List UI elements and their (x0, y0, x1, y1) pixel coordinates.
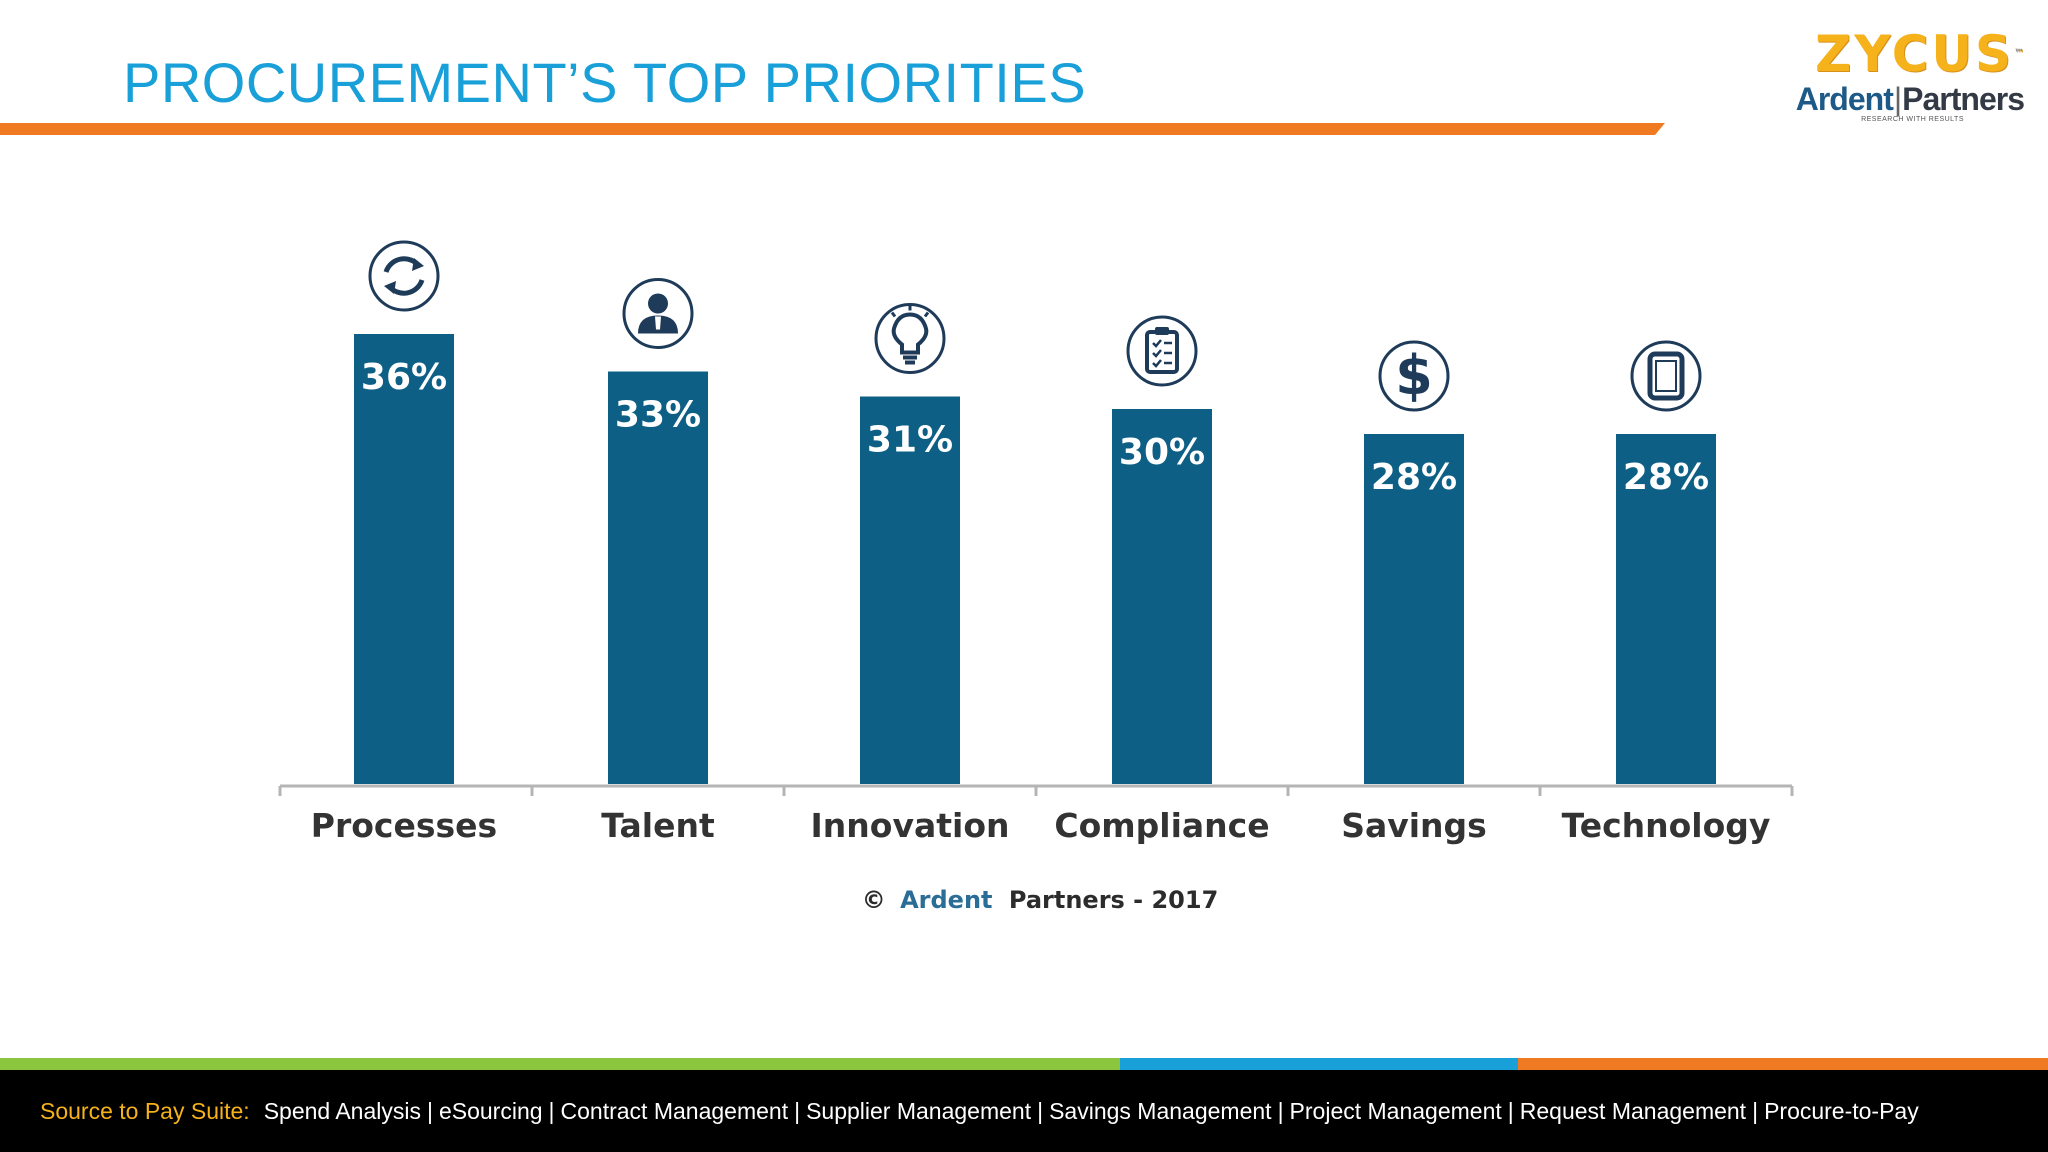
page-title: PROCUREMENT’S TOP PRIORITIES (123, 51, 1087, 114)
suite-label: Source to Pay Suite: (40, 1097, 250, 1124)
lightbulb-icon (874, 303, 946, 374)
category-label: Talent (601, 806, 715, 845)
bar-value-label: 30% (1119, 432, 1205, 473)
bar-value-label: 28% (1623, 457, 1709, 498)
bar-value-label: 31% (867, 420, 953, 461)
trademark-mark: ™ (2014, 48, 2024, 59)
clipboard-icon (1126, 315, 1198, 387)
title-underline (0, 123, 1665, 135)
bar-innovation (860, 396, 960, 784)
suite-separator: | (1752, 1097, 1759, 1124)
category-label: Compliance (1054, 806, 1269, 845)
suite-separator: | (794, 1097, 801, 1124)
suite-item: Spend Analysis (263, 1097, 421, 1124)
bar-value-label: 28% (1371, 457, 1457, 498)
bar-value-label: 36% (361, 357, 447, 398)
category-label: Innovation (811, 806, 1010, 845)
stripe-green (0, 1058, 1120, 1070)
chart-source-note: © Ardent Partners - 2017 (862, 886, 1219, 914)
person-icon (622, 278, 694, 349)
suite-separator: | (426, 1097, 433, 1124)
source-brand: Ardent (900, 886, 992, 914)
category-label: Technology (1562, 806, 1771, 845)
tablet-icon (1630, 340, 1702, 412)
suite-separator: | (548, 1097, 555, 1124)
category-label: Processes (311, 806, 497, 845)
icon-ring (874, 303, 946, 374)
logo-block: ZYCUS™ Ardent|Partners RESEARCH WITH RES… (1784, 28, 2025, 123)
zycus-logo: ZYCUS™ (1784, 28, 2024, 80)
bar-technology (1616, 434, 1716, 784)
bar-savings (1364, 434, 1464, 784)
suite-separator: | (1507, 1097, 1514, 1124)
icon-ring (1378, 340, 1450, 412)
bar-processes (354, 334, 454, 784)
suite-separator: | (1277, 1097, 1284, 1124)
suite-item: Request Management (1519, 1097, 1747, 1124)
copyright-symbol: © (862, 886, 886, 914)
footer-bar: Source to Pay Suite: Spend Analysis | eSou… (0, 1070, 2048, 1152)
footer-color-stripe (0, 1058, 2048, 1070)
ardent-logo-text: Ardent (1795, 81, 1894, 117)
suite-item: Contract Management (560, 1097, 789, 1124)
logo-tagline: RESEARCH WITH RESULTS (1861, 116, 1964, 123)
partners-logo-text: Partners (1902, 81, 2025, 117)
suite-item: Procure-to-Pay (1764, 1097, 1919, 1124)
dollar-icon: $ (1378, 340, 1450, 412)
suite-item: eSourcing (438, 1097, 543, 1124)
stripe-orange (1518, 1058, 2048, 1070)
category-label: Savings (1341, 806, 1487, 845)
bar-value-label: 33% (615, 395, 701, 436)
zycus-logo-text: ZYCUS (1815, 25, 2014, 83)
svg-text:$: $ (1395, 344, 1433, 407)
bar-talent (608, 371, 708, 784)
stripe-blue (1120, 1058, 1518, 1070)
suite-item: Savings Management (1049, 1097, 1272, 1124)
suite-separator: | (1037, 1097, 1044, 1124)
source-rest: Partners - 2017 (1009, 886, 1218, 914)
suite-item: Supplier Management (806, 1097, 1032, 1124)
bar-compliance (1112, 409, 1212, 784)
refresh-icon (368, 240, 440, 312)
suite-item: Project Management (1289, 1097, 1502, 1124)
suite-items: Spend Analysis | eSourcing | Contract Manage… (264, 1098, 1919, 1125)
ardent-partners-logo: Ardent|Partners (1795, 81, 2025, 117)
icon-ring (368, 240, 440, 312)
